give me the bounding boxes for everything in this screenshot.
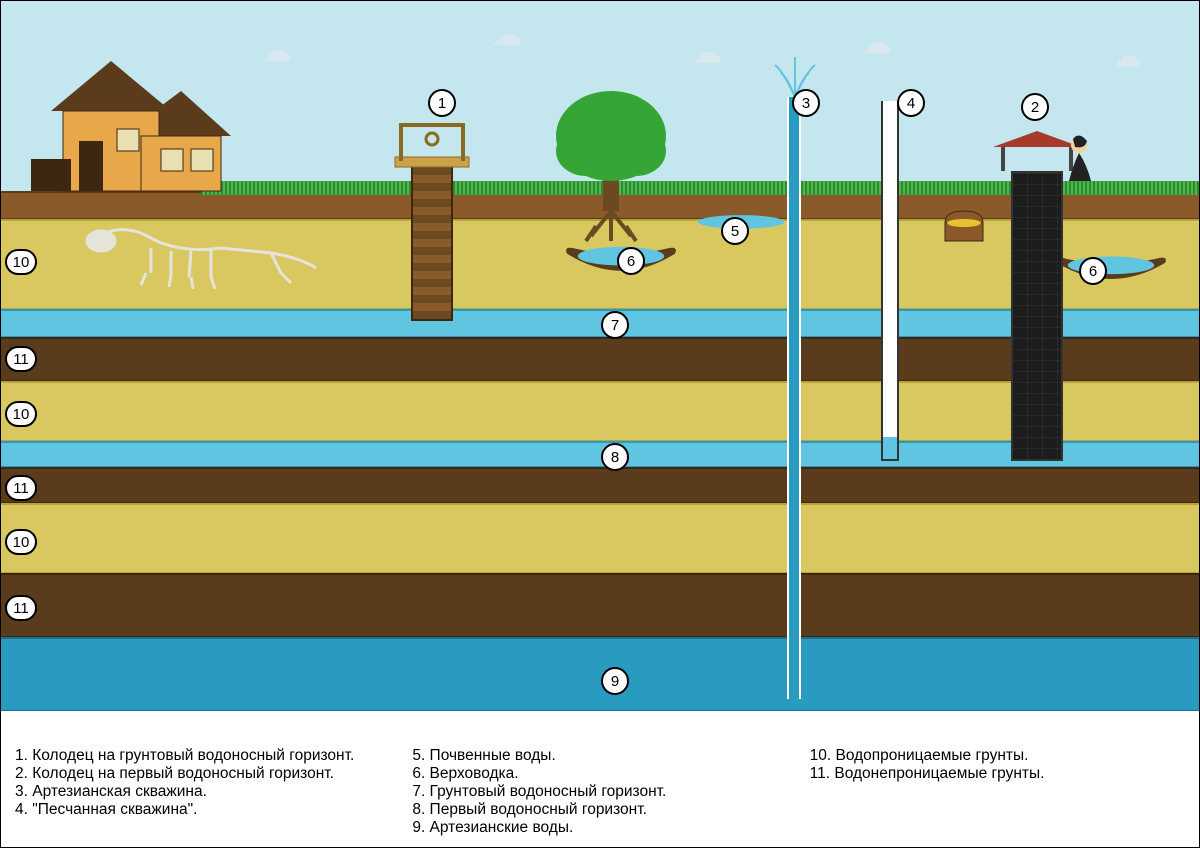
side-label-11: 11 [5, 346, 37, 372]
geo-layer-sand-3 [1, 503, 1199, 573]
legend-item: 2. Колодец на первый водоносный горизонт… [15, 765, 390, 783]
legend-item: 10. Водопроницаемые грунты. [810, 747, 1185, 765]
side-label-11: 11 [5, 475, 37, 501]
marker-4: 4 [897, 89, 925, 117]
treasure-chest-icon [941, 209, 987, 243]
log-well-roof [389, 121, 475, 169]
legend-item: 3. Артезианская скважина. [15, 783, 390, 801]
side-label-10: 10 [5, 401, 37, 427]
geo-layer-artesian [1, 637, 1199, 711]
log-well-shaft [411, 165, 453, 321]
legend-item: 9. Артезианские воды. [412, 819, 787, 837]
water-pool-2 [1051, 251, 1171, 285]
cloud-icon: ☁ [491, 15, 523, 53]
side-label-10: 10 [5, 529, 37, 555]
marker-2: 2 [1021, 93, 1049, 121]
diagram-canvas: ☁ ☁ ☁ ☁ ☁ [0, 0, 1200, 848]
side-label-11: 11 [5, 595, 37, 621]
cloud-icon: ☁ [861, 23, 893, 61]
legend-item: 6. Верховодка. [412, 765, 787, 783]
legend-panel: 1. Колодец на грунтовый водоносный гориз… [1, 739, 1199, 847]
legend-col-2: 5. Почвенные воды.6. Верховодка.7. Грунт… [412, 747, 787, 837]
legend-col-1: 1. Колодец на грунтовый водоносный гориз… [15, 747, 390, 837]
side-label-10: 10 [5, 249, 37, 275]
marker-6: 6 [617, 247, 645, 275]
legend-item: 8. Первый водоносный горизонт. [412, 801, 787, 819]
marker-3: 3 [792, 89, 820, 117]
house-icon [21, 41, 231, 191]
sand-bore-water [883, 437, 897, 459]
geo-layer-clay-3 [1, 573, 1199, 637]
marker-9: 9 [601, 667, 629, 695]
marker-7: 7 [601, 311, 629, 339]
sand-bore-pipe [881, 101, 899, 461]
marker-6: 6 [1079, 257, 1107, 285]
person-icon [1065, 135, 1105, 185]
cloud-icon: ☁ [261, 31, 293, 69]
marker-1: 1 [428, 89, 456, 117]
geo-layer-clay-2 [1, 467, 1199, 503]
marker-5: 5 [721, 217, 749, 245]
legend-col-3: 10. Водопроницаемые грунты.11. Водонепро… [810, 747, 1185, 837]
cloud-icon: ☁ [1111, 37, 1143, 75]
cloud-icon: ☁ [691, 33, 723, 71]
legend-item: 11. Водонепроницаемые грунты. [810, 765, 1185, 783]
legend-item: 4. "Песчанная скважина". [15, 801, 390, 819]
brick-well-shaft [1011, 171, 1063, 461]
marker-8: 8 [601, 443, 629, 471]
artesian-pipe [787, 97, 801, 699]
fossil-icon [71, 213, 321, 293]
tree-icon [541, 81, 681, 261]
legend-item: 5. Почвенные воды. [412, 747, 787, 765]
legend-item: 1. Колодец на грунтовый водоносный гориз… [15, 747, 390, 765]
legend-item: 7. Грунтовый водоносный горизонт. [412, 783, 787, 801]
wave-artesian [1, 634, 1199, 642]
